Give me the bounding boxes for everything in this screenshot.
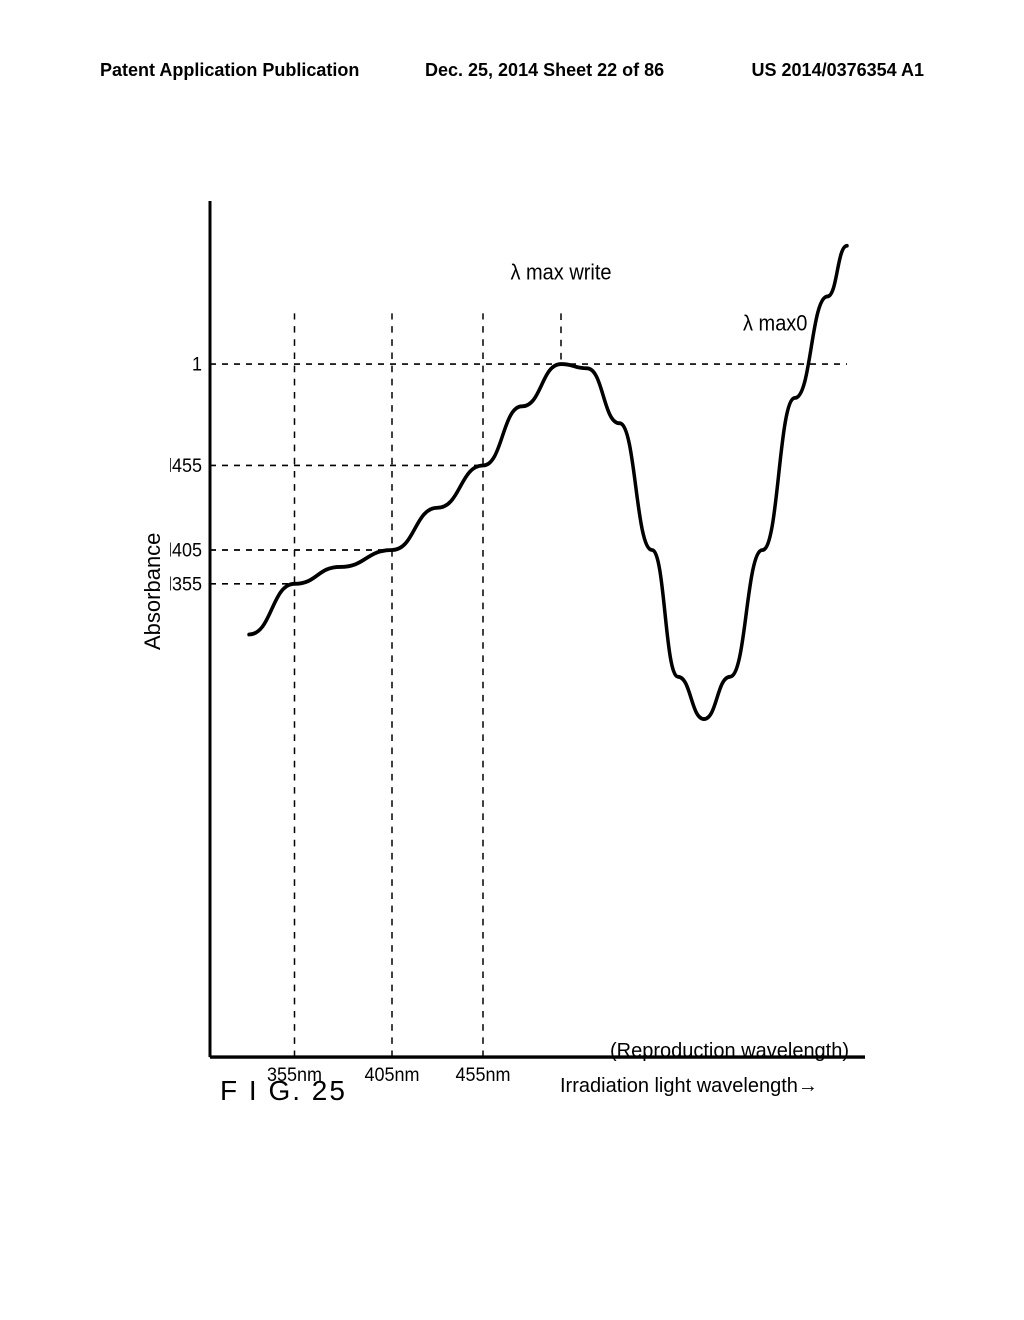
- figure-label: F I G. 25: [220, 1075, 347, 1107]
- header-left: Patent Application Publication: [100, 60, 359, 81]
- svg-text:455nm: 455nm: [456, 1064, 511, 1086]
- svg-text:λ max write: λ max write: [510, 261, 611, 285]
- svg-text:Al455: Al455: [170, 455, 202, 477]
- svg-text:λ max0: λ max0: [743, 311, 807, 335]
- header-right: US 2014/0376354 A1: [752, 60, 924, 81]
- svg-text:Al405: Al405: [170, 540, 202, 562]
- svg-text:Al355: Al355: [170, 574, 202, 596]
- svg-text:405nm: 405nm: [365, 1064, 420, 1086]
- x-axis-label-secondary: Irradiation light wavelength→: [560, 1075, 818, 1098]
- absorbance-chart: 1Al455Al405Al355355nm405nm455nmλ max wri…: [170, 190, 870, 1090]
- svg-text:1: 1: [192, 354, 202, 376]
- header-mid: Dec. 25, 2014 Sheet 22 of 86: [425, 60, 664, 81]
- x-axis-label-primary: (Reproduction wavelength): [610, 1040, 849, 1063]
- y-axis-label: Absorbance: [140, 533, 166, 650]
- chart-container: 1Al455Al405Al355355nm405nm455nmλ max wri…: [170, 190, 870, 1090]
